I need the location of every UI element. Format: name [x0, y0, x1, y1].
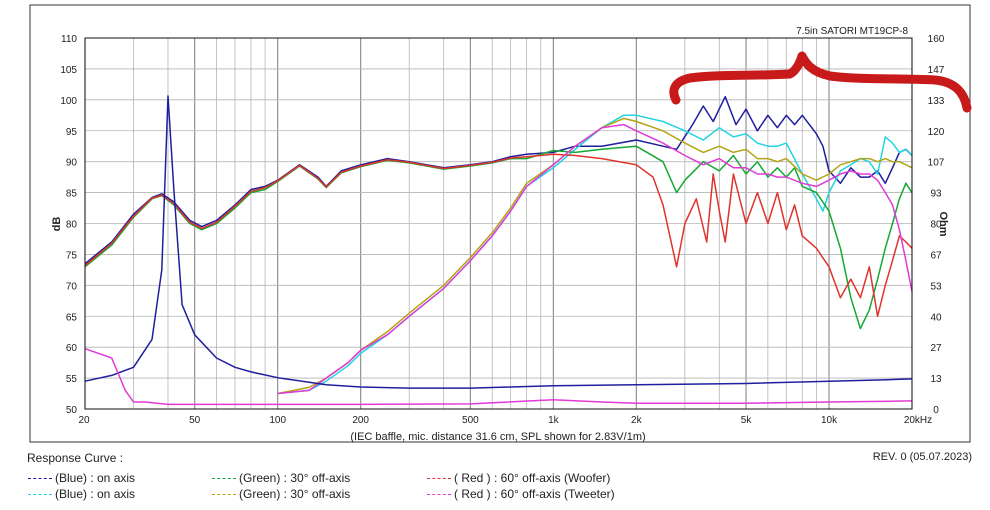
left-tick-label: 50: [66, 405, 78, 416]
legend-item: (Green) : 30° off-axis: [212, 471, 350, 485]
left-tick-label: 85: [66, 189, 78, 200]
legend-label: (Blue) : on axis: [55, 487, 136, 501]
right-tick-label: 40: [930, 312, 942, 323]
legend-swatch: [427, 477, 451, 479]
legend-swatch: [212, 477, 236, 479]
right-tick-label: 80: [930, 220, 942, 231]
right-tick-label: 0: [933, 405, 939, 416]
x-axis-ticks: 20 50 100 200 500 1k 2k 5k 10k 20kHz: [78, 415, 932, 426]
x-tick-label: 5k: [741, 415, 753, 426]
x-tick-label: 20kHz: [904, 415, 932, 426]
legend-swatch: [427, 493, 451, 495]
left-axis-label: dB: [51, 217, 63, 232]
left-tick-label: 95: [66, 127, 78, 138]
left-tick-label: 70: [66, 281, 78, 292]
x-tick-label: 10k: [821, 415, 838, 426]
left-tick-label: 65: [66, 312, 78, 323]
left-tick-label: 80: [66, 220, 78, 231]
response-curve: [84, 153, 913, 318]
legend-swatch: [212, 493, 236, 495]
x-tick-label: 50: [189, 415, 201, 426]
left-tick-label: 100: [60, 96, 77, 107]
x-tick-label: 20: [78, 415, 90, 426]
plot-border: [84, 37, 913, 410]
legend-title: Response Curve :: [27, 451, 124, 465]
legend-item: ( Red ) : 60° off-axis (Tweeter): [427, 487, 615, 501]
x-axis-caption: (IEC baffle, mic. distance 31.6 cm, SPL …: [350, 431, 645, 443]
right-tick-label: 120: [928, 127, 945, 138]
x-tick-label: 2k: [631, 415, 643, 426]
right-tick-label: 27: [930, 343, 942, 354]
right-tick-label: 67: [930, 250, 942, 261]
legend-label: (Blue) : on axis: [55, 471, 136, 485]
response-curve: [277, 117, 913, 395]
left-tick-label: 75: [66, 250, 78, 261]
right-tick-label: 53: [930, 281, 942, 292]
right-tick-label: 93: [930, 189, 942, 200]
right-tick-label: 133: [928, 96, 945, 107]
x-tick-label: 500: [462, 415, 479, 426]
legend-item: (Blue) : on axis: [28, 471, 135, 485]
legend-item: (Blue) : on axis: [28, 487, 135, 501]
legend-item: ( Red ) : 60° off-axis (Woofer): [427, 471, 610, 485]
response-curve: [84, 95, 913, 265]
right-axis-label: Ohm: [937, 211, 949, 236]
legend-label: (Green) : 30° off-axis: [239, 487, 351, 501]
hand-drawn-red-annotation: [669, 51, 972, 113]
legend-label: ( Red ) : 60° off-axis (Tweeter): [454, 487, 615, 501]
left-tick-label: 90: [66, 158, 78, 169]
left-tick-label: 110: [61, 34, 77, 45]
response-curve: [277, 123, 913, 395]
left-tick-label: 60: [66, 343, 78, 354]
legend-label: ( Red ) : 60° off-axis (Woofer): [454, 471, 611, 485]
impedance-curve: [84, 95, 913, 389]
left-axis-ticks: 110 105 100 95 90 85 80 75 70 65 60 55 50: [60, 34, 77, 416]
right-tick-label: 107: [928, 158, 945, 169]
revision-label: REV. 0 (05.07.2023): [872, 451, 972, 463]
legend-swatch: [28, 477, 52, 479]
right-tick-label: 13: [930, 374, 942, 385]
left-tick-label: 105: [60, 65, 77, 76]
response-curve: [84, 145, 913, 330]
legend-swatch: [28, 493, 52, 495]
right-axis-ticks: 160 147 133 120 107 93 80 67 53 40 27 13 0: [928, 34, 945, 416]
x-tick-label: 200: [352, 415, 369, 426]
x-tick-label: 1k: [548, 415, 560, 426]
x-tick-label: 100: [269, 415, 286, 426]
right-tick-label: 147: [928, 65, 945, 76]
legend-label: (Green) : 30° off-axis: [239, 471, 351, 485]
series-lines: [84, 95, 913, 406]
model-label: 7.5in SATORI MT19CP-8: [796, 26, 908, 37]
impedance-curve: [84, 347, 913, 406]
left-tick-label: 55: [66, 374, 78, 385]
legend-item: (Green) : 30° off-axis: [212, 487, 350, 501]
right-tick-label: 160: [928, 34, 945, 45]
